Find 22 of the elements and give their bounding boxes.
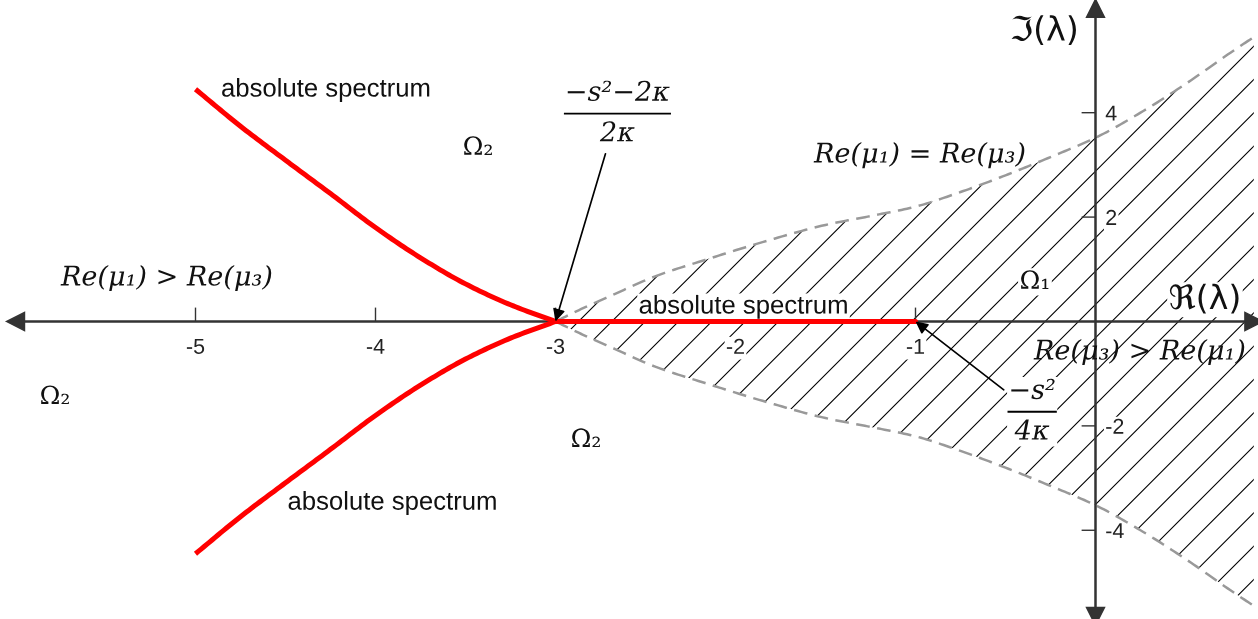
annotation: −s² 4κ: [1011, 378, 1055, 440]
annotation: Ω₂: [464, 136, 492, 155]
x-tick-label: -3: [546, 338, 565, 354]
y-tick-label: 4: [1105, 105, 1117, 121]
x-tick-label: -2: [726, 338, 744, 354]
annotation: Ω₁: [1021, 270, 1049, 289]
y-tick-label: -4: [1106, 523, 1124, 539]
annotation: Ω₂: [41, 385, 69, 405]
y-tick-label: -2: [1106, 418, 1124, 434]
annotation: Re(μ₁) = Re(μ₃): [813, 141, 1025, 169]
annotation: absolute spectrum: [639, 294, 847, 319]
x-axis-title: ℜ(λ): [1169, 283, 1239, 314]
y-tick-label: 2: [1106, 209, 1117, 225]
annotation: Re(μ₁) > Re(μ₃): [60, 264, 272, 292]
x-tick-label: -5: [186, 338, 205, 354]
annotation: −s²−2κ 2κ: [567, 80, 670, 142]
x-tick-label: -1: [906, 338, 925, 354]
annotation: absolute spectrum: [222, 77, 430, 102]
x-tick-label: -4: [366, 338, 385, 354]
annotation: Ω₂: [572, 428, 600, 447]
y-axis-title: ℑ(λ): [1011, 15, 1076, 45]
annotation: absolute spectrum: [288, 491, 496, 515]
